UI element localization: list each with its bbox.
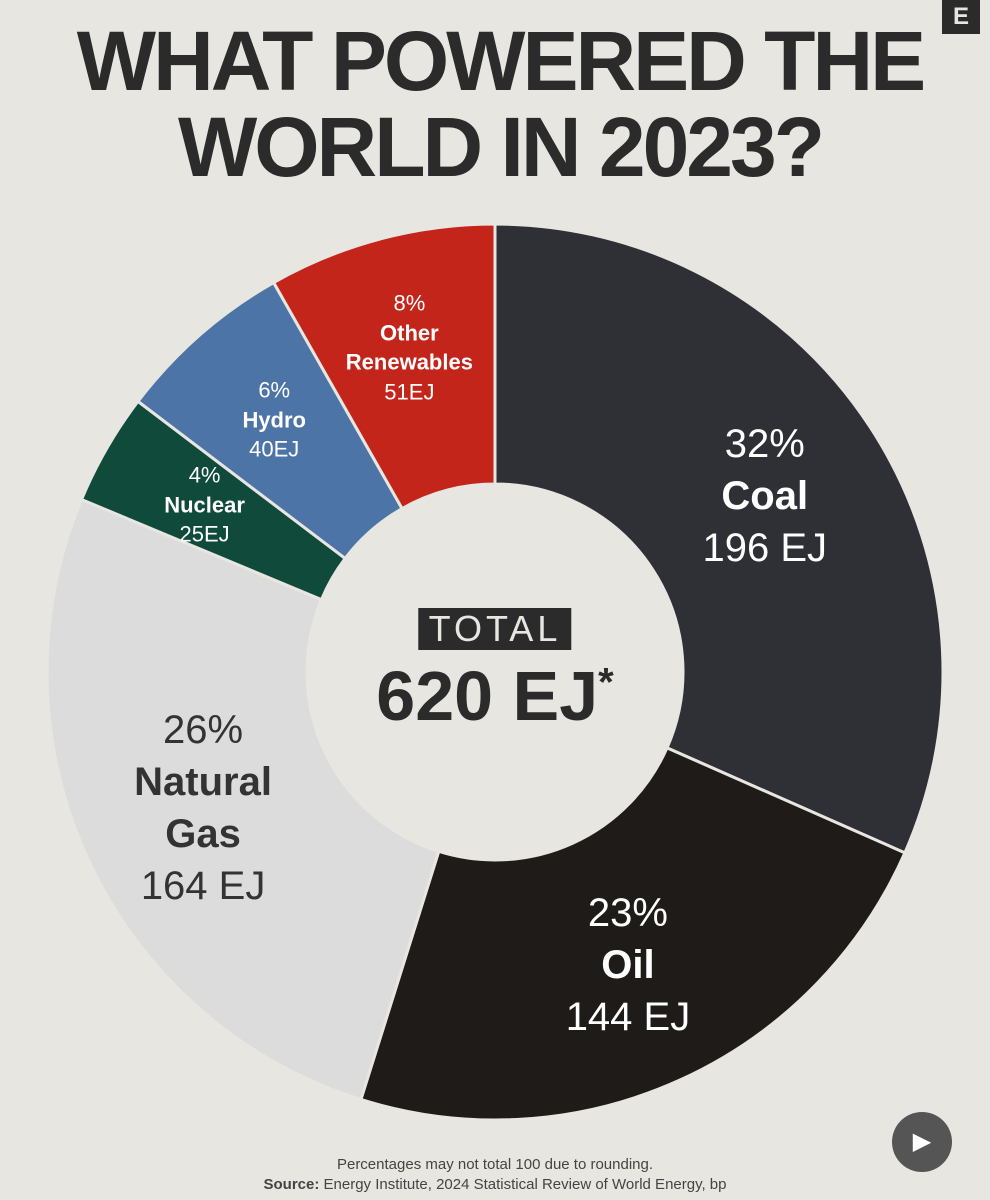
category-label: Nuclear xyxy=(164,492,245,518)
value-label: 196 EJ xyxy=(702,526,828,571)
value-label: 164 EJ xyxy=(140,863,266,908)
brand-logo: E xyxy=(942,0,980,34)
category-label: Coal xyxy=(721,474,809,519)
footnote: Percentages may not total 100 due to rou… xyxy=(336,1156,654,1173)
sound-button[interactable]: ▶ xyxy=(892,1112,952,1172)
donut-segment xyxy=(493,222,945,855)
category-label: Other Renewables xyxy=(345,320,473,376)
center-total: TOTAL 620 EJ* xyxy=(376,608,614,736)
category-label: Natural Gas xyxy=(134,759,272,856)
percent-label: 4% xyxy=(188,462,221,488)
segment-label: 32% Coal 196 EJ xyxy=(635,418,895,574)
donut-segment xyxy=(271,222,497,511)
center-caption: TOTAL xyxy=(418,608,572,650)
segment-label: 8% Other Renewables 51EJ xyxy=(334,289,484,408)
category-label: Hydro xyxy=(242,407,306,433)
source-text: Energy Institute, 2024 Statistical Revie… xyxy=(323,1176,727,1193)
percent-label: 32% xyxy=(724,422,805,467)
segment-label: 6% Hydro 40EJ xyxy=(199,376,349,465)
category-label: Oil xyxy=(601,943,655,988)
source-label: Source: xyxy=(263,1176,320,1193)
donut-segment xyxy=(359,745,907,1122)
percent-label: 23% xyxy=(587,891,668,936)
donut-segment xyxy=(45,497,441,1102)
center-value: 620 EJ* xyxy=(376,656,613,736)
total-text: 620 EJ xyxy=(376,657,599,735)
percent-label: 26% xyxy=(163,707,244,752)
segment-label: 26% Natural Gas 164 EJ xyxy=(73,704,333,912)
total-mark: * xyxy=(598,660,614,705)
value-label: 144 EJ xyxy=(565,995,691,1040)
value-label: 40EJ xyxy=(249,436,300,462)
segment-label: 4% Nuclear 25EJ xyxy=(130,460,280,549)
value-label: 25EJ xyxy=(179,521,230,547)
value-label: 51EJ xyxy=(384,379,435,405)
footer: Percentages may not total 100 due to rou… xyxy=(0,1155,990,1195)
source: Source: Energy Institute, 2024 Statistic… xyxy=(0,1175,990,1195)
percent-label: 8% xyxy=(393,290,426,316)
segment-label: 23% Oil 144 EJ xyxy=(498,887,758,1043)
percent-label: 6% xyxy=(258,377,291,403)
center-disc xyxy=(309,486,681,858)
chart-title: WHAT POWERED THE WORLD IN 2023? xyxy=(76,14,926,194)
